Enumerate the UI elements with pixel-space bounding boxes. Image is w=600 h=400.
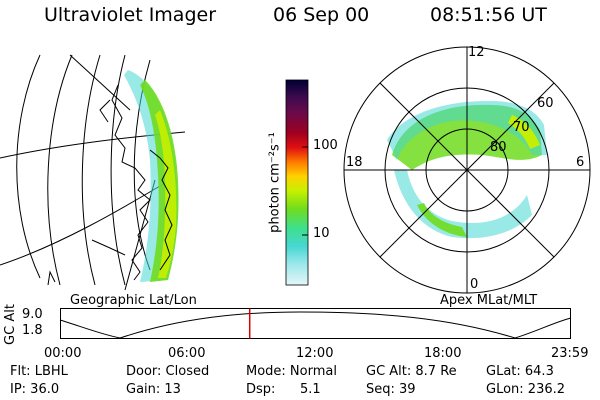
orbit-x-tick-3: 18:00	[424, 346, 462, 361]
door-info: Door: Closed	[126, 364, 210, 379]
mlat-label-80: 80	[490, 140, 507, 155]
colorbar-tick-10: 10	[313, 226, 330, 241]
polar-plot	[343, 46, 591, 294]
mlt-label-6: 6	[576, 155, 585, 170]
geographic-caption: Geographic Lat/Lon	[70, 293, 197, 308]
instrument-title: Ultraviolet Imager	[44, 4, 217, 26]
mlt-label-12: 12	[468, 45, 485, 60]
dsp-label: Dsp:	[246, 382, 276, 397]
ip-info: IP: 36.0	[10, 382, 60, 397]
geographic-map	[0, 54, 186, 291]
gc-alt-info: GC Alt: 8.7 Re	[366, 364, 457, 379]
dsp-value: 5.1	[300, 382, 321, 397]
time-label: 08:51:56 UT	[430, 4, 547, 26]
orbit-y-tick-low: 1.8	[22, 323, 43, 338]
orbit-x-tick-1: 06:00	[168, 346, 206, 361]
orbit-y-tick-high: 9.0	[22, 307, 43, 322]
mlat-label-70: 70	[513, 120, 530, 135]
glat-info: GLat: 64.3	[486, 364, 554, 379]
date-label: 06 Sep 00	[273, 4, 370, 26]
orbit-y-axis-label: GC Alt	[2, 304, 18, 345]
orbit-x-tick-0: 00:00	[44, 346, 82, 361]
polar-caption: Apex MLat/MLT	[440, 293, 538, 308]
mlt-label-0: 0	[470, 277, 479, 292]
colorbar-tick-100: 100	[313, 138, 338, 153]
colorbar	[285, 79, 309, 286]
mlat-label-60: 60	[537, 96, 554, 111]
gain-info: Gain: 13	[126, 382, 181, 397]
seq-info: Seq: 39	[366, 382, 416, 397]
colorbar-unit-label: photon cm⁻²s⁻¹	[267, 132, 283, 233]
glon-info: GLon: 236.2	[486, 382, 566, 397]
orbit-x-tick-4: 23:59	[551, 346, 589, 361]
mode-info: Mode: Normal	[246, 364, 337, 379]
mlt-label-18: 18	[346, 155, 363, 170]
orbit-altitude-plot	[59, 308, 572, 339]
orbit-x-tick-2: 12:00	[296, 346, 334, 361]
flt-info: Flt: LBHL	[10, 364, 68, 379]
